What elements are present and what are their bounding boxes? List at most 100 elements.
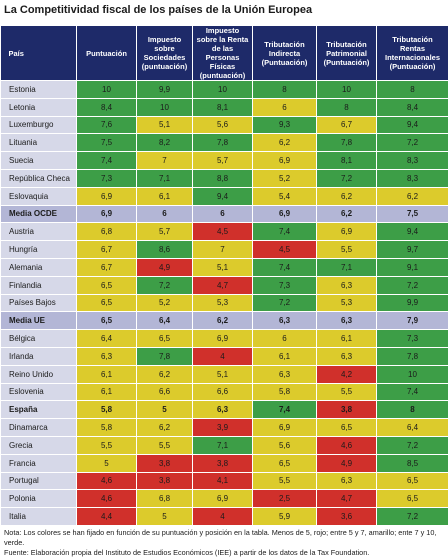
score-cell: 7,4 bbox=[253, 223, 317, 241]
score-cell: 5 bbox=[77, 454, 137, 472]
score-cell: 6,9 bbox=[317, 223, 377, 241]
score-cell: 6,2 bbox=[193, 312, 253, 330]
header-cell: Impuesto sobre la Renta de las Personas … bbox=[193, 26, 253, 81]
score-cell: 3,6 bbox=[317, 508, 377, 526]
score-cell: 7,2 bbox=[137, 276, 193, 294]
score-cell: 4 bbox=[193, 508, 253, 526]
score-cell: 9,4 bbox=[377, 223, 448, 241]
score-cell: 3,8 bbox=[317, 401, 377, 419]
score-cell: 9,4 bbox=[193, 187, 253, 205]
score-cell: 8,4 bbox=[77, 98, 137, 116]
score-cell: 8,2 bbox=[137, 134, 193, 152]
score-cell: 6,5 bbox=[77, 276, 137, 294]
country-cell: Letonia bbox=[1, 98, 77, 116]
score-cell: 7,4 bbox=[253, 258, 317, 276]
country-cell: Francia bbox=[1, 454, 77, 472]
score-cell: 8,1 bbox=[193, 98, 253, 116]
country-cell: España bbox=[1, 401, 77, 419]
score-cell: 6,6 bbox=[137, 383, 193, 401]
score-cell: 9,3 bbox=[253, 116, 317, 134]
score-cell: 3,8 bbox=[137, 454, 193, 472]
country-cell: Media OCDE bbox=[1, 205, 77, 223]
score-cell: 8,8 bbox=[193, 169, 253, 187]
country-cell: Italia bbox=[1, 508, 77, 526]
score-cell: 7,6 bbox=[77, 116, 137, 134]
score-cell: 4,4 bbox=[77, 508, 137, 526]
score-cell: 4,5 bbox=[193, 223, 253, 241]
score-cell: 10 bbox=[317, 81, 377, 99]
score-cell: 10 bbox=[377, 365, 448, 383]
score-cell: 7,3 bbox=[377, 330, 448, 348]
score-cell: 7 bbox=[193, 241, 253, 259]
score-cell: 5,8 bbox=[253, 383, 317, 401]
score-cell: 5,1 bbox=[193, 258, 253, 276]
score-cell: 6,9 bbox=[77, 187, 137, 205]
score-cell: 5,8 bbox=[77, 401, 137, 419]
score-cell: 6,3 bbox=[317, 276, 377, 294]
score-cell: 6,3 bbox=[317, 472, 377, 490]
score-cell: 6,8 bbox=[77, 223, 137, 241]
country-cell: Polonia bbox=[1, 490, 77, 508]
score-cell: 4,7 bbox=[193, 276, 253, 294]
score-cell: 6,9 bbox=[77, 205, 137, 223]
score-cell: 9,1 bbox=[377, 258, 448, 276]
score-cell: 7,2 bbox=[377, 508, 448, 526]
score-cell: 6,3 bbox=[317, 347, 377, 365]
score-cell: 4,6 bbox=[77, 472, 137, 490]
score-cell: 6,1 bbox=[253, 347, 317, 365]
score-cell: 5,7 bbox=[193, 152, 253, 170]
score-cell: 10 bbox=[193, 81, 253, 99]
score-cell: 5,9 bbox=[253, 508, 317, 526]
score-cell: 6,5 bbox=[377, 490, 448, 508]
country-cell: Austria bbox=[1, 223, 77, 241]
score-cell: 7,3 bbox=[77, 169, 137, 187]
score-cell: 7,4 bbox=[77, 152, 137, 170]
country-cell: Estonia bbox=[1, 81, 77, 99]
score-cell: 5 bbox=[137, 508, 193, 526]
score-cell: 7 bbox=[137, 152, 193, 170]
score-cell: 6,5 bbox=[137, 330, 193, 348]
score-cell: 6,5 bbox=[253, 454, 317, 472]
notes: Nota: Los colores se han fijado en funci… bbox=[0, 526, 448, 558]
score-cell: 7,1 bbox=[193, 436, 253, 454]
score-cell: 6,9 bbox=[253, 205, 317, 223]
country-cell: Grecia bbox=[1, 436, 77, 454]
score-cell: 7,9 bbox=[377, 312, 448, 330]
score-cell: 6,7 bbox=[317, 116, 377, 134]
score-cell: 10 bbox=[77, 81, 137, 99]
score-cell: 4,2 bbox=[317, 365, 377, 383]
country-cell: Portugal bbox=[1, 472, 77, 490]
score-cell: 5,3 bbox=[193, 294, 253, 312]
score-cell: 5,6 bbox=[193, 116, 253, 134]
score-cell: 10 bbox=[137, 98, 193, 116]
country-cell: Irlanda bbox=[1, 347, 77, 365]
score-cell: 9,9 bbox=[377, 294, 448, 312]
score-cell: 7,8 bbox=[137, 347, 193, 365]
country-cell: Luxemburgo bbox=[1, 116, 77, 134]
score-cell: 4,9 bbox=[137, 258, 193, 276]
score-cell: 6,9 bbox=[193, 490, 253, 508]
score-cell: 5,1 bbox=[193, 365, 253, 383]
score-cell: 5,8 bbox=[77, 419, 137, 437]
score-cell: 7,8 bbox=[377, 347, 448, 365]
score-cell: 5,7 bbox=[137, 223, 193, 241]
score-cell: 6,2 bbox=[377, 187, 448, 205]
score-cell: 8 bbox=[377, 401, 448, 419]
score-cell: 7,5 bbox=[77, 134, 137, 152]
